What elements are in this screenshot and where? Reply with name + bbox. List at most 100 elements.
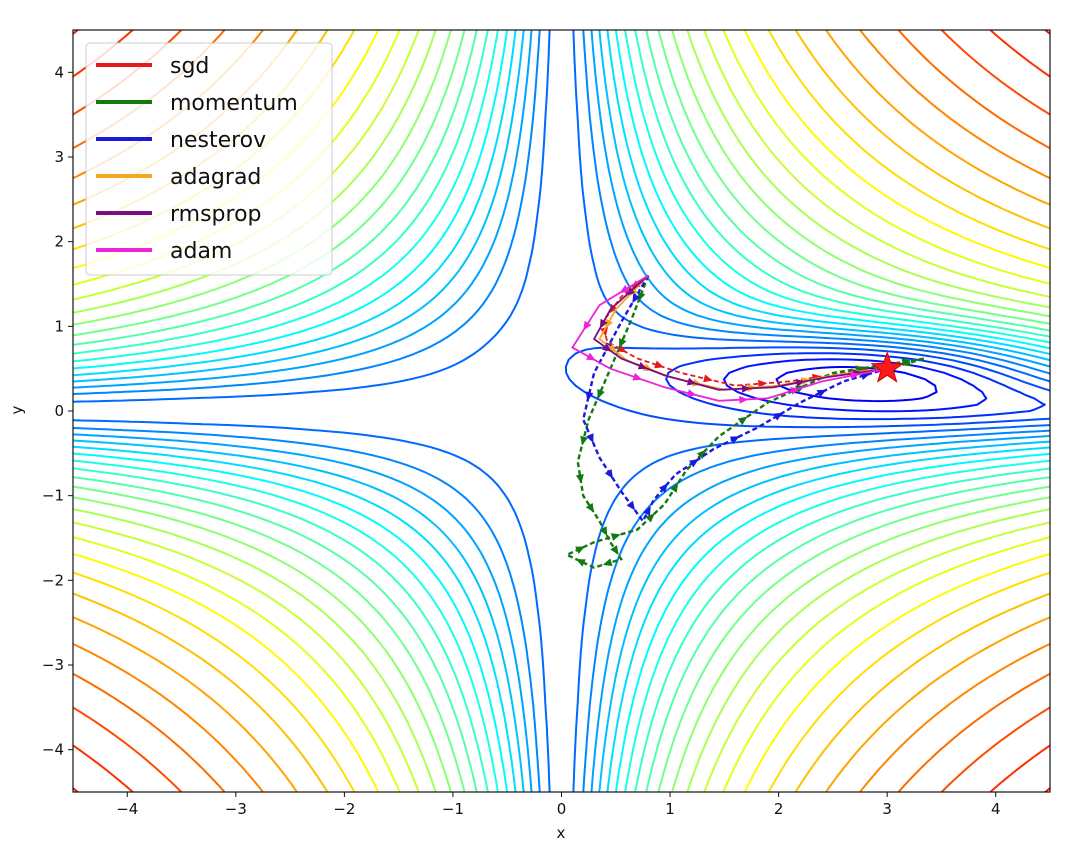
path-nesterov-step-8 — [658, 483, 668, 493]
path-adam-step-6 — [739, 395, 749, 404]
contour-level-10 — [73, 30, 1050, 792]
path-momentum-step-5 — [575, 474, 584, 484]
contour-level-8 — [73, 30, 1050, 792]
path-rmsprop-step-6 — [741, 384, 751, 393]
y-axis-label: y — [8, 405, 26, 414]
path-sgd-step-5 — [654, 360, 664, 369]
path-sgd-step-6 — [703, 374, 713, 383]
legend-label-momentum: momentum — [170, 91, 298, 116]
path-adam-step-8 — [849, 371, 860, 380]
contour-level-13 — [73, 30, 1050, 792]
path-nesterov-step-6 — [626, 500, 636, 511]
path-adam-step-3 — [585, 352, 596, 361]
path-momentum-step-11 — [575, 546, 586, 554]
path-momentum-step-15 — [696, 449, 707, 459]
y-tick-label: −2 — [42, 571, 64, 589]
contour-level-3 — [722, 358, 988, 413]
legend-label-sgd: sgd — [170, 54, 209, 79]
path-adam-step-1 — [619, 284, 630, 293]
legend-label-adam: adam — [170, 239, 232, 264]
minimum-star — [870, 351, 904, 383]
path-momentum-step-6 — [585, 502, 595, 513]
x-tick-label: −2 — [333, 800, 355, 818]
contour-level-18 — [73, 30, 1050, 792]
path-rmsprop-step-3 — [602, 343, 612, 352]
contour-level-4 — [665, 352, 1046, 421]
minimum-marker — [870, 351, 904, 383]
path-nesterov-step-1 — [632, 293, 641, 304]
x-axis-label: x — [557, 824, 566, 842]
y-tick-label: −1 — [42, 487, 64, 505]
contour-lines — [73, 30, 1050, 792]
path-sgd-step-7 — [757, 379, 768, 388]
path-nesterov-step-10 — [729, 436, 740, 444]
legend: sgd momentum nesterov adagrad rmsprop adam — [85, 42, 333, 276]
legend-label-adagrad: adagrad — [170, 165, 261, 190]
path-nesterov-step-5 — [604, 468, 614, 479]
path-momentum-step-2 — [619, 338, 627, 348]
y-tick-label: 1 — [54, 317, 64, 335]
contour-level-2 — [775, 366, 938, 403]
path-momentum-step-7 — [599, 526, 608, 537]
path-momentum-step-20 — [901, 358, 912, 367]
x-tick-label: −1 — [442, 800, 464, 818]
path-nesterov-step-11 — [773, 412, 783, 421]
path-rmsprop-step-2 — [599, 318, 608, 329]
x-tick-label: −3 — [225, 800, 247, 818]
legend-label-rmsprop: rmsprop — [170, 202, 262, 227]
path-momentum-step-16 — [737, 416, 748, 426]
x-tick-label: −4 — [116, 800, 138, 818]
optimizer-paths — [564, 274, 926, 569]
path-nesterov-step-4 — [586, 433, 594, 444]
path-momentum-step-8 — [610, 545, 619, 555]
path-adam-step-7 — [789, 387, 800, 395]
path-rmsprop-step-5 — [686, 377, 697, 386]
path-momentum-step-4 — [580, 435, 589, 446]
path-sgd-step-2 — [609, 303, 618, 314]
contour-level-15 — [73, 30, 1050, 792]
y-tick-label: 2 — [54, 233, 64, 251]
x-axis-ticks: −4 −3 −2 −1 0 1 2 3 4 — [116, 792, 1000, 818]
path-momentum-step-9 — [602, 558, 613, 567]
y-axis-ticks: 4 3 2 1 0 −1 −2 −3 −4 — [42, 63, 73, 759]
contour-level-9 — [73, 30, 1050, 792]
path-nesterov-step-9 — [688, 459, 699, 468]
path-momentum-step-1 — [637, 291, 646, 302]
path-adam-step-2 — [583, 320, 592, 331]
x-tick-label: 0 — [557, 800, 567, 818]
path-momentum-step-3 — [597, 388, 605, 399]
contour-level-16 — [73, 30, 1050, 792]
contour-level-11 — [73, 30, 1050, 792]
y-tick-label: −4 — [42, 741, 64, 759]
y-tick-label: 0 — [54, 402, 64, 420]
x-tick-label: 1 — [665, 800, 675, 818]
x-tick-label: 2 — [774, 800, 784, 818]
y-tick-label: −3 — [42, 656, 64, 674]
contour-level-28 — [73, 30, 1050, 792]
path-nesterov-step-7 — [642, 506, 651, 516]
y-tick-label: 4 — [54, 63, 64, 81]
path-momentum-step-13 — [645, 513, 655, 523]
path-rmsprop-step-1 — [625, 286, 635, 296]
path-momentum-step-10 — [575, 559, 586, 567]
path-adagrad-step-2 — [605, 318, 614, 329]
contour-level-12 — [73, 30, 1050, 792]
x-tick-label: 3 — [882, 800, 892, 818]
path-momentum-step-14 — [669, 482, 679, 493]
path-adam-step-4 — [632, 372, 643, 381]
y-tick-label: 3 — [54, 148, 64, 166]
path-nesterov-step-3 — [585, 391, 594, 402]
path-nesterov-step-12 — [816, 389, 827, 398]
contour-level-14 — [73, 30, 1050, 792]
legend-label-nesterov: nesterov — [170, 128, 266, 153]
contour-level-6 — [73, 30, 1050, 792]
path-rmsprop-step-7 — [795, 379, 806, 387]
path-momentum-step-12 — [610, 533, 621, 541]
x-tick-label: 4 — [991, 800, 1001, 818]
path-adam-step-5 — [686, 389, 697, 398]
path-rmsprop-step-4 — [637, 361, 648, 370]
path-momentum — [564, 275, 926, 569]
path-adam — [571, 274, 888, 402]
path-rmsprop — [592, 274, 888, 391]
